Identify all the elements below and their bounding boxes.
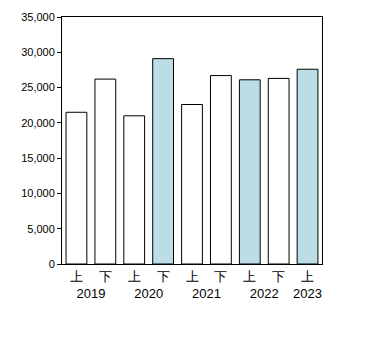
svg-text:0: 0: [49, 258, 55, 270]
svg-text:下: 下: [214, 269, 227, 284]
svg-text:20,000: 20,000: [21, 117, 55, 129]
svg-text:上: 上: [70, 269, 83, 284]
svg-text:30,000: 30,000: [21, 46, 55, 58]
svg-text:2019: 2019: [76, 286, 105, 301]
svg-text:2022: 2022: [250, 286, 279, 301]
svg-text:2023: 2023: [293, 286, 322, 301]
svg-text:35,000: 35,000: [21, 11, 55, 23]
svg-text:上: 上: [243, 269, 256, 284]
svg-text:2020: 2020: [134, 286, 163, 301]
svg-text:15,000: 15,000: [21, 152, 55, 164]
svg-text:25,000: 25,000: [21, 81, 55, 93]
svg-text:上: 上: [128, 269, 141, 284]
svg-text:5,000: 5,000: [27, 223, 55, 235]
svg-text:上: 上: [186, 269, 199, 284]
svg-text:上: 上: [301, 269, 314, 284]
svg-text:下: 下: [99, 269, 112, 284]
svg-text:下: 下: [157, 269, 170, 284]
svg-text:2021: 2021: [192, 286, 221, 301]
svg-text:10,000: 10,000: [21, 187, 55, 199]
svg-text:下: 下: [272, 269, 285, 284]
